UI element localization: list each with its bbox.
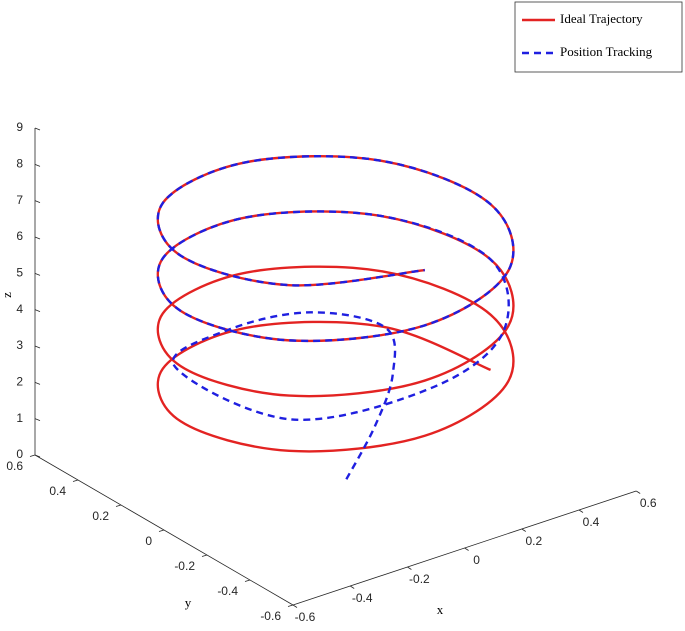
- x-axis-label: x: [437, 602, 444, 617]
- z-tick-label: 3: [16, 338, 23, 352]
- y-tick-label: 0.6: [6, 459, 23, 473]
- legend-label: Ideal Trajectory: [560, 11, 643, 26]
- x-tick-label: -0.2: [409, 572, 430, 586]
- x-tick: [521, 528, 527, 532]
- z-tick: [34, 163, 41, 167]
- x-tick: [292, 604, 298, 608]
- z-tick: [34, 345, 41, 349]
- x-tick: [349, 585, 355, 589]
- trajectory-line: [156, 155, 515, 480]
- x-tick: [407, 566, 412, 570]
- legend-label: Position Tracking: [560, 44, 653, 59]
- y-tick: [287, 604, 294, 607]
- y-tick-label: -0.4: [217, 584, 238, 598]
- y-tick: [115, 504, 122, 507]
- y-tick-label: 0.4: [49, 484, 66, 498]
- z-tick-label: 0: [16, 447, 23, 461]
- x-tick-label: -0.6: [295, 610, 316, 624]
- y-tick: [29, 454, 36, 457]
- z-tick-label: 2: [16, 375, 23, 389]
- legend-box: [514, 1, 683, 73]
- y-axis-label: y: [185, 595, 192, 610]
- y-tick-label: -0.6: [260, 609, 281, 623]
- x-tick-label: 0.6: [640, 496, 657, 510]
- y-tick: [158, 529, 165, 532]
- z-axis-label: z: [0, 292, 14, 298]
- z-tick-label: 4: [16, 302, 23, 316]
- trajectory-line: [156, 155, 515, 453]
- y-tick-label: 0.2: [92, 509, 109, 523]
- z-tick-label: 8: [16, 157, 23, 171]
- z-tick: [34, 272, 41, 276]
- z-tick: [34, 236, 41, 240]
- x-tick-label: 0: [473, 553, 480, 567]
- y-tick-label: 0: [145, 534, 152, 548]
- y-tick: [201, 554, 208, 557]
- x-tick-label: 0.4: [583, 515, 600, 529]
- z-tick-label: 6: [16, 229, 23, 243]
- z-tick: [34, 127, 41, 131]
- x-tick: [578, 509, 584, 513]
- z-tick: [34, 454, 41, 458]
- y-tick: [72, 479, 79, 482]
- z-tick: [34, 418, 41, 422]
- z-tick: [34, 381, 41, 385]
- x-tick-label: 0.2: [525, 534, 542, 548]
- z-tick-label: 1: [16, 411, 23, 425]
- y-tick-label: -0.2: [174, 559, 195, 573]
- z-tick: [34, 200, 41, 204]
- z-tick-label: 9: [16, 120, 23, 134]
- x-tick: [464, 547, 469, 551]
- z-tick-label: 7: [16, 193, 23, 207]
- x-tick: [635, 490, 641, 494]
- z-tick: [34, 309, 41, 313]
- z-tick-label: 5: [16, 266, 23, 280]
- y-tick: [244, 579, 251, 582]
- x-tick-label: -0.4: [352, 591, 373, 605]
